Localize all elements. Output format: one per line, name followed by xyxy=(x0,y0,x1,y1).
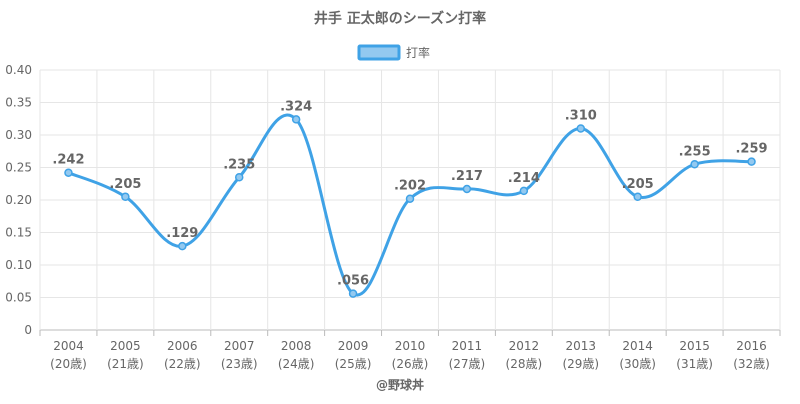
x-tick-sublabel: (20歳) xyxy=(50,357,87,371)
y-tick-label: 0.05 xyxy=(5,291,32,305)
data-label: .129 xyxy=(166,226,198,241)
data-point[interactable] xyxy=(121,192,130,201)
y-tick-label: 0.30 xyxy=(5,128,32,142)
legend-label: 打率 xyxy=(406,45,430,60)
x-tick-label: 2013 xyxy=(565,339,596,353)
x-axis-ticks: 2004 (20歳) 2005 (21歳) 2006 (22歳) 2007 (23歳) 2008… xyxy=(50,339,770,371)
x-tick-sublabel: (21歳) xyxy=(107,357,144,371)
data-label: .214 xyxy=(508,171,540,186)
y-tick-label: 0 xyxy=(24,323,32,337)
series-line xyxy=(67,113,752,297)
y-tick-label: 0.20 xyxy=(5,193,32,207)
data-point[interactable] xyxy=(348,289,358,298)
x-tick-sublabel: (26歳) xyxy=(392,357,429,371)
x-tick-label: 2005 xyxy=(110,339,141,353)
x-tick-sublabel: (31歳) xyxy=(676,357,713,371)
source-credit: @野球丼 xyxy=(376,377,424,392)
x-tick-label: 2015 xyxy=(679,339,710,353)
x-tick-label: 2006 xyxy=(167,339,198,353)
data-label: .202 xyxy=(394,179,426,194)
x-tick-label: 2011 xyxy=(452,339,483,353)
data-label: .235 xyxy=(223,157,255,172)
data-label: .310 xyxy=(565,109,597,124)
chart-title: 井手 正太郎のシーズン打率 xyxy=(314,10,486,27)
y-tick-label: 0.15 xyxy=(5,226,32,240)
x-tick-sublabel: (22歳) xyxy=(164,357,201,371)
y-tick-label: 0.40 xyxy=(5,63,32,77)
x-tick-sublabel: (24歳) xyxy=(278,357,315,371)
x-tick-label: 2012 xyxy=(509,339,540,353)
x-tick-sublabel: (32歳) xyxy=(733,357,770,371)
data-point[interactable] xyxy=(234,173,244,182)
data-label: .242 xyxy=(52,153,84,168)
data-points xyxy=(64,115,756,298)
x-tick-sublabel: (30歳) xyxy=(619,357,656,371)
data-label: .056 xyxy=(337,274,369,289)
y-tick-label: 0.10 xyxy=(5,258,32,272)
data-label: .217 xyxy=(451,169,483,184)
x-tick-label: 2010 xyxy=(395,339,426,353)
data-label: .259 xyxy=(735,142,767,157)
data-label: .205 xyxy=(109,177,141,192)
x-tick-sublabel: (23歳) xyxy=(221,357,258,371)
x-tick-label: 2007 xyxy=(224,339,255,353)
y-tick-label: 0.25 xyxy=(5,161,32,175)
data-point[interactable] xyxy=(291,115,301,124)
data-point[interactable] xyxy=(576,124,586,133)
data-point[interactable] xyxy=(519,186,529,196)
data-point[interactable] xyxy=(747,157,756,166)
data-point[interactable] xyxy=(690,160,699,169)
data-labels: .242 .205 .129 .235 .324 .056 .202 .217 .214 .310… xyxy=(52,99,767,288)
data-point[interactable] xyxy=(633,192,642,201)
x-tick-sublabel: (25歳) xyxy=(335,357,372,371)
y-axis-ticks: 0 0.05 0.10 0.15 0.20 0.25 0.30 0.35 0.40 xyxy=(5,63,32,337)
data-label: .205 xyxy=(622,177,654,192)
x-tick-sublabel: (29歳) xyxy=(562,357,599,371)
x-tick-label: 2009 xyxy=(338,339,369,353)
legend[interactable]: 打率 xyxy=(357,44,430,61)
x-tick-label: 2014 xyxy=(622,339,653,353)
x-tick-label: 2016 xyxy=(736,339,767,353)
legend-swatch xyxy=(357,44,401,61)
x-tick-sublabel: (27歳) xyxy=(449,357,486,371)
data-point[interactable] xyxy=(64,168,73,177)
x-tick-label: 2004 xyxy=(53,339,84,353)
y-tick-label: 0.35 xyxy=(5,96,32,110)
data-point[interactable] xyxy=(462,184,472,194)
data-point[interactable] xyxy=(178,241,187,251)
data-label: .255 xyxy=(679,144,711,159)
grid xyxy=(39,69,781,336)
x-tick-label: 2008 xyxy=(281,339,312,353)
data-point[interactable] xyxy=(405,194,415,203)
x-tick-sublabel: (28歳) xyxy=(506,357,543,371)
data-label: .324 xyxy=(280,99,312,114)
